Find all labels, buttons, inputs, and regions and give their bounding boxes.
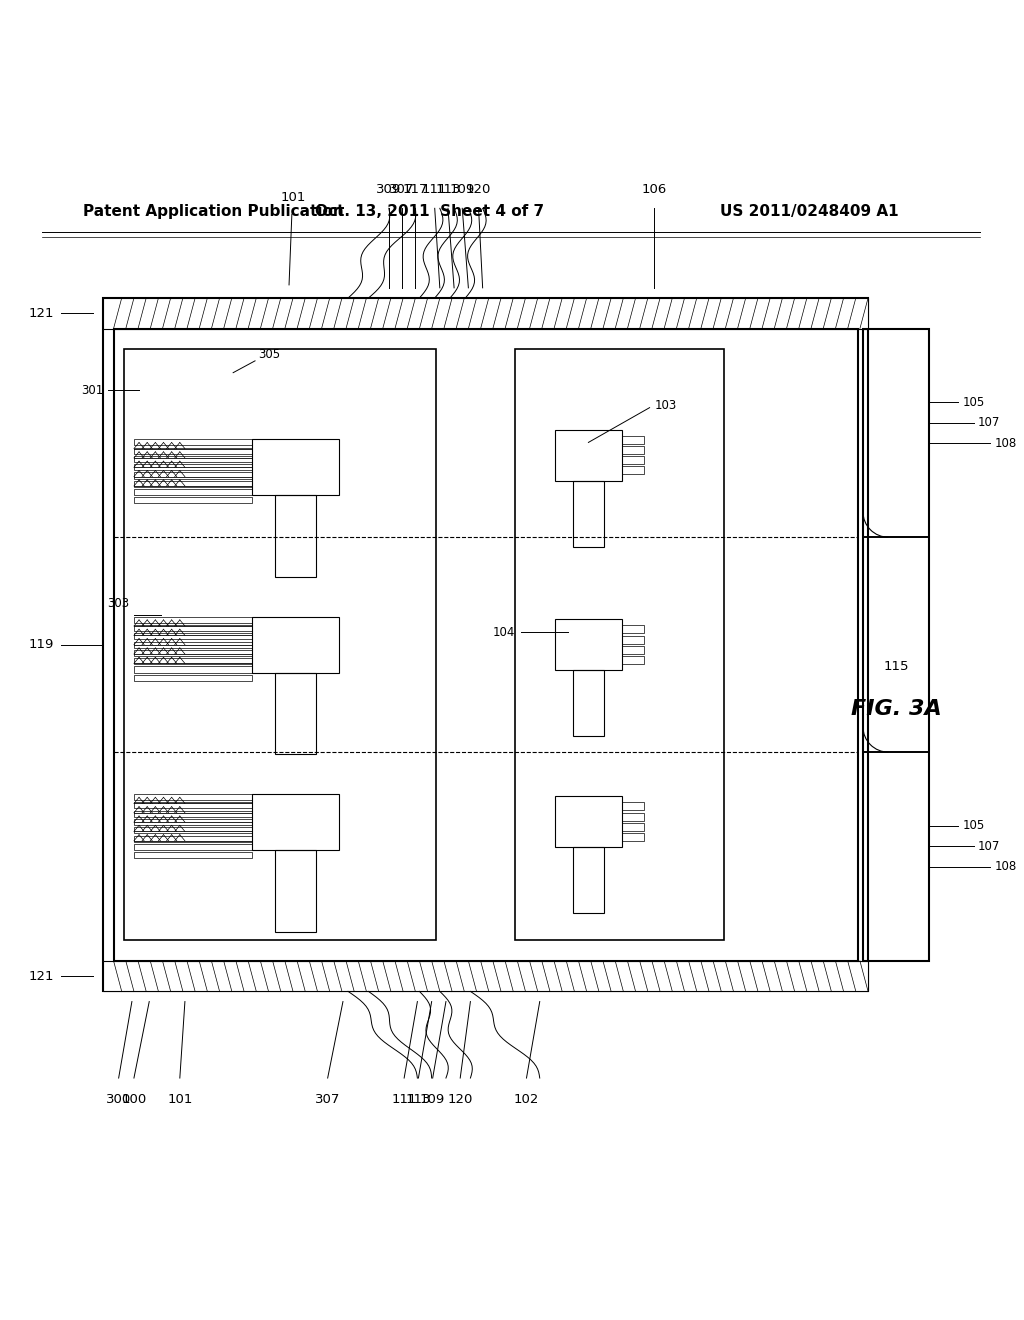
- Bar: [252, 616, 339, 673]
- Bar: [134, 634, 252, 639]
- Text: US 2011/0248409 A1: US 2011/0248409 A1: [720, 203, 899, 219]
- Text: 105: 105: [963, 820, 985, 833]
- Text: 120: 120: [466, 183, 492, 197]
- Text: 103: 103: [654, 399, 677, 412]
- Bar: [573, 671, 604, 737]
- Bar: [134, 828, 252, 833]
- Text: 117: 117: [402, 183, 428, 197]
- Text: 107: 107: [978, 416, 1000, 429]
- Text: 309: 309: [376, 183, 401, 197]
- Bar: [134, 667, 252, 673]
- Text: 105: 105: [963, 396, 985, 409]
- Bar: [134, 616, 252, 623]
- Text: 109: 109: [420, 1093, 445, 1106]
- Text: 119: 119: [29, 638, 54, 651]
- Text: 120: 120: [447, 1093, 473, 1106]
- Text: 108: 108: [994, 861, 1017, 873]
- Bar: [134, 659, 252, 664]
- Text: 113: 113: [435, 183, 461, 197]
- Bar: [134, 818, 252, 825]
- Bar: [622, 833, 644, 841]
- Bar: [622, 626, 644, 634]
- Bar: [103, 298, 868, 329]
- Text: 101: 101: [281, 191, 306, 205]
- Text: 111: 111: [391, 1093, 417, 1106]
- Bar: [134, 465, 252, 470]
- Bar: [622, 813, 644, 821]
- Text: 109: 109: [450, 183, 475, 197]
- Bar: [103, 961, 868, 991]
- Bar: [622, 635, 644, 644]
- Text: Oct. 13, 2011  Sheet 4 of 7: Oct. 13, 2011 Sheet 4 of 7: [315, 203, 544, 219]
- Text: 303: 303: [106, 597, 129, 610]
- Text: 101: 101: [167, 1093, 193, 1106]
- Bar: [134, 440, 252, 445]
- Bar: [134, 675, 252, 681]
- Text: 108: 108: [994, 437, 1017, 450]
- Bar: [573, 847, 604, 913]
- Bar: [134, 795, 252, 800]
- Bar: [863, 537, 929, 752]
- Bar: [252, 795, 339, 850]
- Bar: [863, 752, 929, 961]
- Bar: [134, 853, 252, 858]
- Bar: [555, 429, 622, 480]
- Bar: [134, 447, 252, 454]
- Text: 102: 102: [514, 1093, 540, 1106]
- Text: 121: 121: [29, 970, 54, 982]
- Bar: [103, 298, 868, 991]
- Text: Patent Application Publication: Patent Application Publication: [83, 203, 344, 219]
- Bar: [134, 843, 252, 850]
- Bar: [573, 480, 604, 546]
- Bar: [622, 645, 644, 653]
- Text: 121: 121: [29, 306, 54, 319]
- Text: 307: 307: [389, 183, 415, 197]
- Bar: [275, 495, 316, 577]
- Bar: [622, 803, 644, 810]
- Text: 106: 106: [641, 183, 667, 197]
- Text: 100: 100: [121, 1093, 146, 1106]
- Bar: [114, 329, 858, 961]
- Bar: [134, 649, 252, 656]
- Bar: [134, 473, 252, 479]
- Bar: [134, 836, 252, 842]
- Bar: [863, 329, 929, 961]
- Text: 305: 305: [258, 348, 281, 360]
- Text: 104: 104: [494, 626, 515, 639]
- Bar: [134, 810, 252, 817]
- Bar: [134, 480, 252, 487]
- Bar: [252, 440, 339, 495]
- Text: 113: 113: [406, 1093, 431, 1106]
- Bar: [275, 850, 316, 932]
- Bar: [622, 822, 644, 830]
- Bar: [622, 446, 644, 454]
- Bar: [555, 619, 622, 671]
- Bar: [134, 498, 252, 503]
- Bar: [134, 490, 252, 495]
- Bar: [134, 455, 252, 462]
- Bar: [515, 348, 724, 940]
- Bar: [555, 796, 622, 847]
- Text: 307: 307: [315, 1093, 340, 1106]
- Text: 111: 111: [422, 183, 447, 197]
- Bar: [134, 642, 252, 648]
- Bar: [134, 803, 252, 808]
- Bar: [134, 624, 252, 631]
- Bar: [275, 673, 316, 754]
- Bar: [622, 436, 644, 444]
- Bar: [622, 466, 644, 474]
- Text: FIG. 3A: FIG. 3A: [851, 700, 941, 719]
- Bar: [124, 348, 436, 940]
- Bar: [622, 457, 644, 465]
- Text: 107: 107: [978, 840, 1000, 853]
- Text: 300: 300: [106, 1093, 131, 1106]
- Text: 115: 115: [884, 660, 909, 673]
- Bar: [622, 656, 644, 664]
- Bar: [863, 329, 929, 537]
- Text: 301: 301: [81, 384, 103, 397]
